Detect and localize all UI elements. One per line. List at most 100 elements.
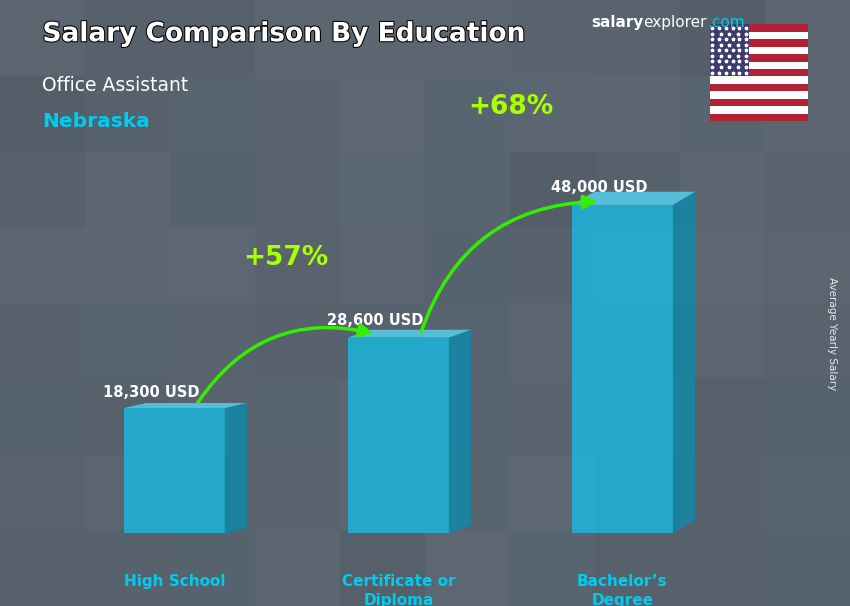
Bar	[340, 152, 425, 227]
Bar	[765, 76, 850, 152]
Bar	[124, 408, 224, 533]
Bar	[510, 152, 595, 227]
Bar	[425, 303, 510, 379]
Bar	[255, 454, 340, 530]
Bar	[170, 379, 255, 454]
Text: Bachelor’s
Degree: Bachelor’s Degree	[577, 574, 668, 606]
Text: +57%: +57%	[244, 245, 329, 271]
Bar	[425, 0, 510, 76]
Bar	[85, 379, 170, 454]
Bar	[595, 227, 680, 303]
Bar	[710, 106, 808, 114]
Bar	[765, 152, 850, 227]
Bar	[572, 205, 673, 533]
Text: Certificate or
Diploma: Certificate or Diploma	[342, 574, 455, 606]
Bar	[340, 379, 425, 454]
Bar	[425, 227, 510, 303]
Bar	[765, 379, 850, 454]
Bar	[710, 62, 808, 69]
Bar	[255, 530, 340, 606]
Bar	[0, 227, 85, 303]
Bar	[425, 530, 510, 606]
Bar	[680, 0, 765, 76]
Bar	[255, 152, 340, 227]
Bar	[710, 114, 808, 121]
Polygon shape	[124, 403, 246, 408]
Bar	[680, 530, 765, 606]
Text: Nebraska: Nebraska	[42, 112, 150, 131]
Text: salary: salary	[591, 15, 643, 30]
Bar	[0, 454, 85, 530]
Bar	[710, 99, 808, 106]
Text: 48,000 USD: 48,000 USD	[551, 179, 647, 195]
Bar	[595, 454, 680, 530]
Bar	[348, 338, 449, 533]
Bar	[595, 379, 680, 454]
Bar	[595, 76, 680, 152]
Text: 28,600 USD: 28,600 USD	[326, 313, 423, 328]
Bar	[340, 530, 425, 606]
Bar	[510, 0, 595, 76]
Text: explorer: explorer	[643, 15, 707, 30]
Bar	[0, 379, 85, 454]
Bar	[255, 379, 340, 454]
Bar	[510, 303, 595, 379]
Text: Average Yearly Salary: Average Yearly Salary	[827, 277, 837, 390]
Bar	[510, 76, 595, 152]
Bar	[85, 76, 170, 152]
Bar	[340, 303, 425, 379]
Bar	[710, 76, 808, 84]
Bar	[765, 303, 850, 379]
Bar	[710, 69, 808, 76]
Bar	[765, 0, 850, 76]
Bar	[680, 152, 765, 227]
Bar	[595, 0, 680, 76]
Bar	[170, 76, 255, 152]
Text: 18,300 USD: 18,300 USD	[103, 385, 199, 400]
Bar	[85, 152, 170, 227]
Bar	[680, 454, 765, 530]
Bar	[0, 530, 85, 606]
Text: .com: .com	[707, 15, 745, 30]
Text: High School: High School	[123, 574, 225, 589]
Bar	[340, 76, 425, 152]
Bar	[710, 24, 749, 76]
Bar	[710, 24, 808, 32]
Bar	[680, 227, 765, 303]
Bar	[425, 454, 510, 530]
Bar	[0, 303, 85, 379]
Bar	[710, 54, 808, 62]
Bar	[595, 152, 680, 227]
Bar	[680, 379, 765, 454]
Bar	[765, 227, 850, 303]
Bar	[340, 454, 425, 530]
Polygon shape	[572, 191, 695, 205]
Bar	[0, 76, 85, 152]
Bar	[340, 0, 425, 76]
Polygon shape	[224, 403, 246, 533]
Bar	[0, 152, 85, 227]
Bar	[85, 530, 170, 606]
Bar	[170, 530, 255, 606]
Bar	[170, 227, 255, 303]
Bar	[710, 32, 808, 39]
Bar	[85, 227, 170, 303]
Bar	[255, 76, 340, 152]
Polygon shape	[673, 191, 695, 533]
Bar	[170, 454, 255, 530]
Bar	[170, 303, 255, 379]
Bar	[255, 303, 340, 379]
Text: +68%: +68%	[468, 94, 553, 120]
Bar	[170, 0, 255, 76]
Bar	[710, 92, 808, 99]
Bar	[85, 454, 170, 530]
Bar	[170, 152, 255, 227]
Polygon shape	[348, 330, 471, 338]
Bar	[425, 379, 510, 454]
Text: Salary Comparison By Education: Salary Comparison By Education	[42, 21, 525, 47]
Bar	[765, 530, 850, 606]
Text: Office Assistant: Office Assistant	[42, 76, 189, 95]
Bar	[340, 227, 425, 303]
Bar	[425, 76, 510, 152]
Bar	[765, 454, 850, 530]
